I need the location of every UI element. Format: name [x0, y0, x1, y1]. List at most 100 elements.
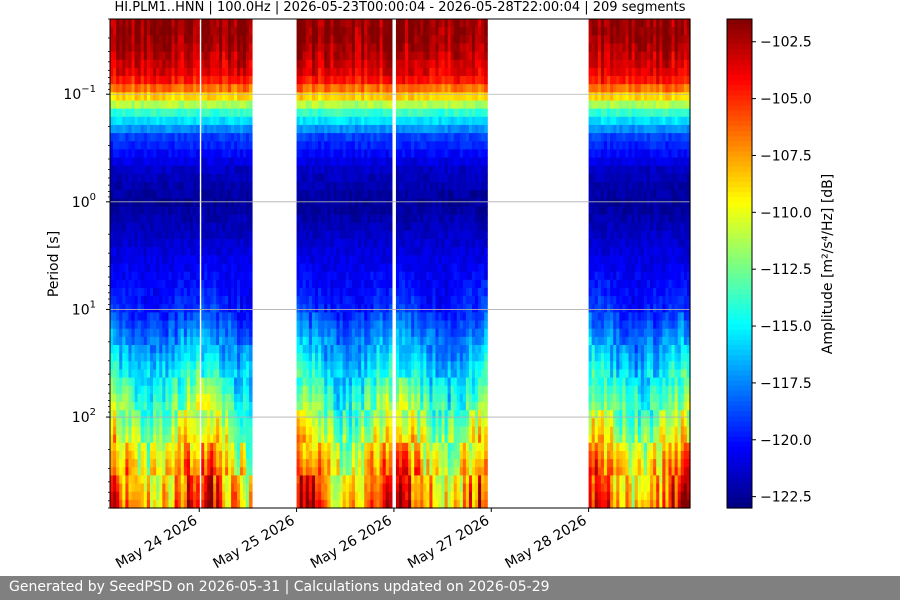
- heatmap-cell: [134, 222, 139, 232]
- heatmap-cell: [354, 239, 359, 248]
- heatmap-cell: [113, 353, 117, 362]
- heatmap-cell: [243, 483, 247, 493]
- heatmap-cell: [207, 279, 211, 289]
- heatmap-cell: [414, 92, 418, 102]
- heatmap-cell: [302, 84, 307, 93]
- heatmap-cell: [373, 149, 378, 159]
- heatmap-cell: [146, 393, 151, 403]
- heatmap-cell: [333, 263, 338, 273]
- heatmap-cell: [165, 491, 170, 501]
- heatmap-cell: [159, 499, 163, 509]
- heatmap-cell: [245, 157, 250, 167]
- heatmap-cell: [162, 141, 166, 150]
- heatmap-cell: [327, 141, 331, 150]
- heatmap-cell: [190, 27, 194, 36]
- heatmap-cell: [315, 491, 319, 501]
- heatmap-cell: [408, 450, 412, 460]
- heatmap-cell: [348, 19, 353, 28]
- heatmap-cell: [308, 287, 313, 297]
- heatmap-cell: [243, 450, 247, 460]
- heatmap-cell: [388, 239, 393, 248]
- heatmap-cell: [162, 84, 166, 93]
- heatmap-cell: [361, 141, 365, 150]
- heatmap-cell: [150, 377, 154, 387]
- heatmap-cell: [398, 108, 403, 118]
- heatmap-cell: [110, 165, 114, 175]
- heatmap-cell: [330, 434, 335, 444]
- heatmap-cell: [311, 157, 316, 167]
- heatmap-cell: [222, 51, 226, 61]
- heatmap-cell: [122, 51, 126, 61]
- heatmap-cell: [234, 467, 238, 476]
- heatmap-cell: [311, 214, 316, 224]
- heatmap-cell: [299, 304, 304, 313]
- heatmap-cell: [216, 222, 220, 232]
- heatmap-cell: [351, 385, 356, 395]
- heatmap-cell: [162, 214, 166, 224]
- heatmap-cell: [354, 312, 359, 322]
- heatmap-cell: [222, 141, 226, 150]
- heatmap-cell: [327, 434, 331, 444]
- heatmap-cell: [361, 402, 365, 411]
- heatmap-cell: [207, 296, 211, 305]
- heatmap-cell: [119, 410, 123, 419]
- heatmap-cell: [382, 92, 387, 102]
- heatmap-cell: [196, 198, 200, 208]
- heatmap-cell: [318, 442, 322, 452]
- heatmap-cell: [361, 76, 365, 85]
- heatmap-cell: [219, 19, 223, 28]
- heatmap-cell: [408, 345, 412, 354]
- heatmap-cell: [342, 51, 347, 61]
- heatmap-cell: [358, 133, 362, 142]
- heatmap-cell: [364, 483, 368, 493]
- heatmap-cell: [370, 377, 375, 387]
- heatmap-cell: [336, 467, 341, 476]
- heatmap-cell: [156, 491, 160, 501]
- heatmap-cell: [339, 410, 344, 419]
- heatmap-cell: [156, 182, 160, 191]
- heatmap-cell: [321, 467, 325, 476]
- heatmap-cell: [113, 84, 117, 93]
- heatmap-cell: [150, 27, 154, 36]
- heatmap-cell: [222, 385, 226, 395]
- heatmap-cell: [146, 198, 151, 208]
- heatmap-cell: [196, 222, 200, 232]
- heatmap-cell: [376, 377, 381, 387]
- heatmap-cell: [228, 434, 232, 444]
- heatmap-cell: [196, 51, 200, 61]
- heatmap-cell: [327, 385, 331, 395]
- heatmap-cell: [196, 320, 200, 330]
- heatmap-cell: [376, 296, 381, 305]
- heatmap-cell: [345, 304, 350, 313]
- heatmap-cell: [168, 328, 173, 338]
- heatmap-cell: [225, 67, 229, 77]
- heatmap-cell: [162, 230, 166, 240]
- heatmap-cell: [311, 369, 316, 379]
- heatmap-cell: [345, 255, 350, 265]
- heatmap-cell: [231, 287, 235, 297]
- heatmap-cell: [225, 377, 229, 387]
- heatmap-cell: [159, 182, 163, 191]
- heatmap-cell: [110, 255, 114, 265]
- heatmap-cell: [150, 100, 154, 110]
- heatmap-cell: [308, 426, 313, 436]
- heatmap-cell: [308, 255, 313, 265]
- heatmap-cell: [190, 385, 194, 395]
- heatmap-cell: [156, 76, 160, 85]
- heatmap-cell: [373, 173, 378, 183]
- heatmap-cell: [336, 369, 341, 379]
- heatmap-cell: [204, 67, 208, 77]
- heatmap-cell: [398, 361, 403, 371]
- heatmap-cell: [302, 491, 307, 501]
- heatmap-cell: [137, 141, 142, 150]
- heatmap-cell: [351, 214, 356, 224]
- heatmap-cell: [302, 320, 307, 330]
- heatmap-cell: [137, 499, 142, 509]
- heatmap-cell: [339, 320, 344, 330]
- heatmap-cell: [361, 84, 365, 93]
- heatmap-cell: [143, 165, 148, 175]
- heatmap-cell: [315, 222, 319, 232]
- heatmap-cell: [408, 247, 412, 256]
- heatmap-cell: [358, 410, 362, 419]
- heatmap-cell: [342, 377, 347, 387]
